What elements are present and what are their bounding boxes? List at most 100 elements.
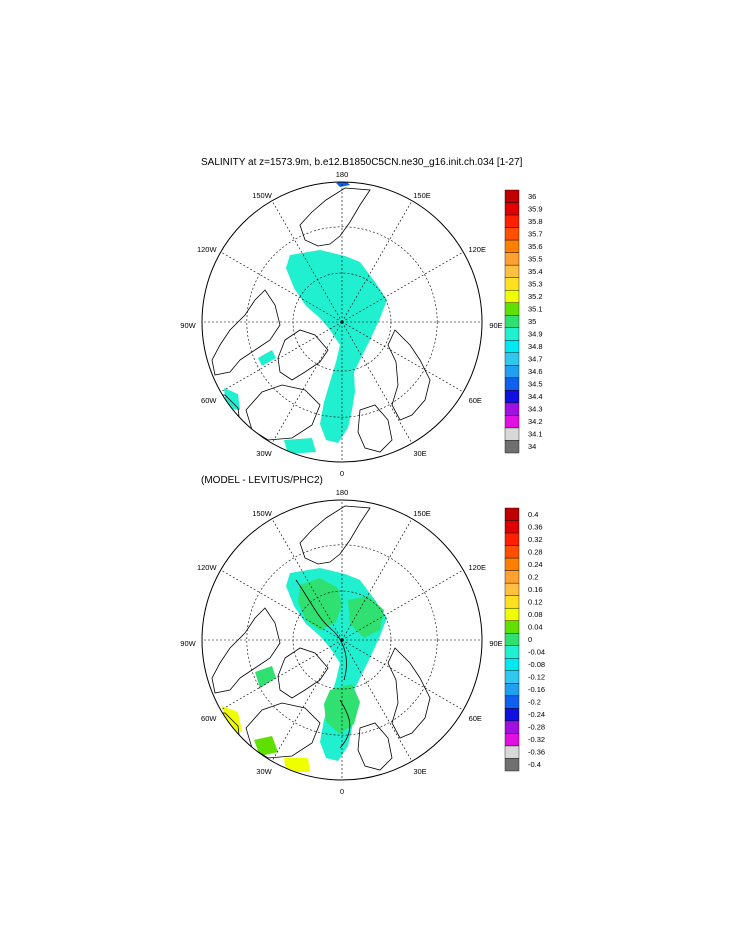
colorbar-tick-label: -0.08 bbox=[528, 660, 545, 669]
colorbar-tick-label: 34 bbox=[528, 442, 536, 451]
contour-zero bbox=[295, 579, 347, 681]
colorbar-swatch bbox=[504, 758, 520, 772]
coastline bbox=[277, 647, 329, 699]
longitude-label: 150W bbox=[252, 509, 273, 518]
coastline bbox=[211, 607, 281, 694]
colorbar-tick-label: -0.32 bbox=[528, 735, 545, 744]
colorbar-swatch bbox=[504, 377, 520, 391]
meridian bbox=[341, 200, 413, 323]
colorbar-swatch bbox=[504, 695, 520, 709]
colorbar-swatch bbox=[504, 745, 520, 759]
colorbar-swatch bbox=[504, 520, 520, 534]
field-region bbox=[254, 736, 278, 756]
colorbar-swatch bbox=[504, 214, 520, 228]
colorbar-tick-label: -0.4 bbox=[528, 760, 541, 769]
coastline bbox=[277, 329, 329, 381]
colorbar-tick-label: -0.36 bbox=[528, 748, 545, 757]
chart-title-difference: (MODEL - LEVITUS/PHC2) bbox=[201, 475, 323, 486]
colorbar-swatch bbox=[504, 327, 520, 341]
meridian bbox=[341, 639, 413, 762]
colorbar-swatch bbox=[504, 427, 520, 441]
colorbar-tick-label: -0.12 bbox=[528, 673, 545, 682]
colorbar-tick-label: 35.7 bbox=[528, 229, 543, 238]
meridian bbox=[341, 251, 464, 323]
colorbar-tick-label: 34.4 bbox=[528, 392, 543, 401]
longitude-label: 150W bbox=[252, 191, 273, 200]
longitude-label: 0 bbox=[340, 469, 344, 478]
colorbar-tick-label: 35.8 bbox=[528, 217, 543, 226]
colorbar: 36 35.9 35.8 35.7 35.6 35.5 35.4 35.3 35.2 35.1 35… bbox=[504, 189, 543, 454]
colorbar-swatch bbox=[504, 415, 520, 429]
colorbar-swatch bbox=[504, 365, 520, 379]
colorbar-swatch bbox=[504, 620, 520, 634]
colorbar-tick-label: 34.2 bbox=[528, 417, 543, 426]
colorbar-tick-label: 34.6 bbox=[528, 367, 543, 376]
longitude-label: 60W bbox=[201, 396, 217, 405]
meridian bbox=[271, 200, 343, 323]
field-region bbox=[284, 758, 310, 772]
colorbar-tick-label: 34.7 bbox=[528, 355, 543, 364]
colorbar-swatch bbox=[504, 390, 520, 404]
colorbar-tick-label: 0.04 bbox=[528, 622, 543, 631]
meridian bbox=[271, 518, 343, 641]
colorbar-swatch bbox=[504, 264, 520, 278]
longitude-label: 30W bbox=[256, 767, 272, 776]
longitude-label: 60W bbox=[201, 714, 217, 723]
longitude-label: 30W bbox=[256, 449, 272, 458]
map-interior bbox=[202, 182, 482, 462]
meridian bbox=[220, 251, 343, 323]
coastline bbox=[387, 329, 431, 421]
colorbar-tick-label: -0.28 bbox=[528, 723, 545, 732]
colorbar-tick-label: 0.12 bbox=[528, 597, 543, 606]
colorbar-swatch bbox=[504, 720, 520, 734]
map-interior bbox=[202, 500, 482, 780]
colorbar-tick-label: 0.4 bbox=[528, 510, 538, 519]
meridian bbox=[220, 569, 343, 641]
colorbar-tick-label: 0.2 bbox=[528, 572, 538, 581]
longitude-label: 60E bbox=[469, 714, 482, 723]
colorbar-swatch bbox=[504, 277, 520, 291]
longitude-label: 30E bbox=[413, 767, 426, 776]
coastline bbox=[357, 722, 393, 771]
longitude-label: 120W bbox=[197, 245, 218, 254]
colorbar-swatch bbox=[504, 557, 520, 571]
coastline bbox=[299, 505, 371, 565]
colorbar-tick-label: 0.36 bbox=[528, 522, 543, 531]
coastline bbox=[387, 647, 431, 739]
colorbar-tick-label: 34.5 bbox=[528, 380, 543, 389]
colorbar-swatch bbox=[504, 670, 520, 684]
colorbar-tick-label: 36 bbox=[528, 192, 536, 201]
longitude-label: 180 bbox=[336, 170, 349, 179]
longitude-label: 90E bbox=[489, 639, 502, 648]
contour-zero bbox=[339, 699, 351, 749]
colorbar-tick-label: 34.9 bbox=[528, 330, 543, 339]
chart-title-salinity: SALINITY at z=1573.9m, b.e12.B1850C5CN.n… bbox=[201, 157, 523, 168]
colorbar-swatch bbox=[504, 532, 520, 546]
colorbar-swatch bbox=[504, 189, 520, 203]
colorbar-swatch bbox=[504, 708, 520, 722]
colorbar-tick-label: -0.04 bbox=[528, 648, 545, 657]
colorbar-swatch bbox=[504, 227, 520, 241]
colorbar: 0.4 0.36 0.32 0.28 0.24 0.2 0.16 0.12 0.08 0.04 0 -… bbox=[504, 507, 545, 772]
colorbar-tick-label: 35 bbox=[528, 317, 536, 326]
meridian bbox=[271, 639, 343, 762]
field-region bbox=[298, 578, 342, 630]
colorbar-tick-label: 35.1 bbox=[528, 304, 543, 313]
longitude-label: 120E bbox=[468, 563, 486, 572]
colorbar-tick-label: -0.2 bbox=[528, 698, 541, 707]
latitude-ring bbox=[246, 226, 438, 418]
meridian bbox=[271, 321, 343, 444]
longitude-label: 150E bbox=[413, 509, 431, 518]
colorbar-tick-label: 34.3 bbox=[528, 405, 543, 414]
colorbar-swatch bbox=[504, 315, 520, 328]
colorbar-tick-label: 0.28 bbox=[528, 547, 543, 556]
longitude-label: 90W bbox=[180, 639, 196, 648]
colorbar-swatch bbox=[504, 440, 520, 454]
colorbar-swatch bbox=[504, 302, 520, 316]
meridian bbox=[341, 321, 464, 393]
colorbar-swatch bbox=[504, 402, 520, 416]
longitude-label: 180 bbox=[336, 488, 349, 497]
field-region bbox=[258, 350, 276, 366]
colorbar-tick-label: -0.16 bbox=[528, 685, 545, 694]
